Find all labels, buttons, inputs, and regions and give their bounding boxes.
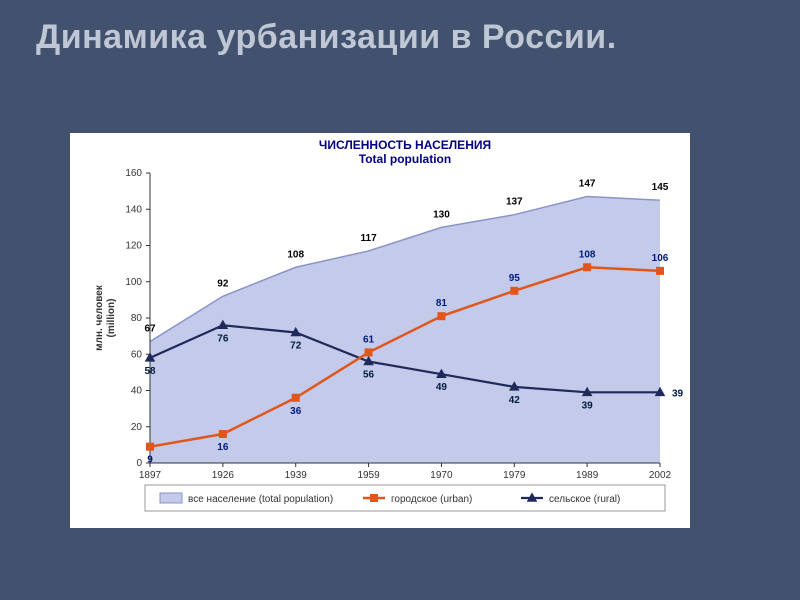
x-tick: 1897 (139, 470, 162, 481)
x-tick: 1926 (212, 470, 235, 481)
rural-label: 72 (290, 341, 302, 352)
urban-label: 36 (290, 406, 302, 417)
y-axis-label: млн. человек(million) (94, 284, 117, 351)
urban-label: 81 (436, 298, 448, 309)
total-area (150, 197, 660, 463)
y-tick: 60 (131, 349, 143, 360)
x-tick: 1959 (357, 470, 380, 481)
y-tick: 100 (125, 277, 142, 288)
urban-label: 9 (147, 455, 153, 466)
legend-urban-label: городское (urban) (391, 494, 472, 505)
rural-label: 42 (509, 395, 521, 406)
urban-label: 108 (579, 249, 596, 260)
x-tick: 1979 (503, 470, 526, 481)
x-tick: 1989 (576, 470, 599, 481)
total-label: 145 (652, 182, 669, 193)
rural-label: 76 (217, 333, 229, 344)
chart-subtitle: Total population (359, 152, 451, 166)
y-tick: 40 (131, 386, 143, 397)
urban-label: 61 (363, 334, 375, 345)
slide-title: Динамика урбанизации в России. (36, 18, 617, 57)
chart-title: ЧИСЛЕННОСТЬ НАСЕЛЕНИЯ (319, 138, 491, 152)
x-tick: 1939 (285, 470, 308, 481)
rural-label: 49 (436, 382, 448, 393)
rural-label: 56 (363, 370, 375, 381)
total-label: 108 (287, 249, 304, 260)
y-tick: 80 (131, 313, 143, 324)
urban-label: 16 (217, 442, 229, 453)
total-label: 117 (361, 233, 378, 244)
y-tick: 120 (125, 241, 142, 252)
y-tick: 20 (131, 422, 143, 433)
population-chart: ЧИСЛЕННОСТЬ НАСЕЛЕНИЯTotal population 0 20… (70, 133, 690, 528)
slide: Динамика урбанизации в России. ЧИСЛЕННОС… (0, 0, 800, 600)
x-tick: 2002 (649, 470, 672, 481)
y-tick: 160 (125, 168, 142, 179)
urban-label: 106 (652, 253, 669, 264)
legend-rural-label: сельское (rural) (549, 494, 620, 505)
total-label: 147 (579, 179, 596, 190)
urban-label: 95 (509, 273, 521, 284)
y-tick: 0 (136, 458, 142, 469)
chart-panel: ЧИСЛЕННОСТЬ НАСЕЛЕНИЯTotal population 0 20… (70, 133, 690, 528)
total-label: 130 (433, 209, 450, 220)
x-tick: 1970 (430, 470, 453, 481)
rural-label: 58 (144, 366, 156, 377)
y-tick: 140 (125, 204, 142, 215)
rural-label: 39 (582, 400, 594, 411)
total-label: 67 (144, 324, 156, 335)
total-label: 137 (506, 197, 523, 208)
rural-label: 39 (672, 388, 684, 399)
legend-total-label: все население (total population) (188, 494, 333, 505)
total-label: 92 (217, 278, 229, 289)
legend-total-swatch (160, 493, 182, 503)
